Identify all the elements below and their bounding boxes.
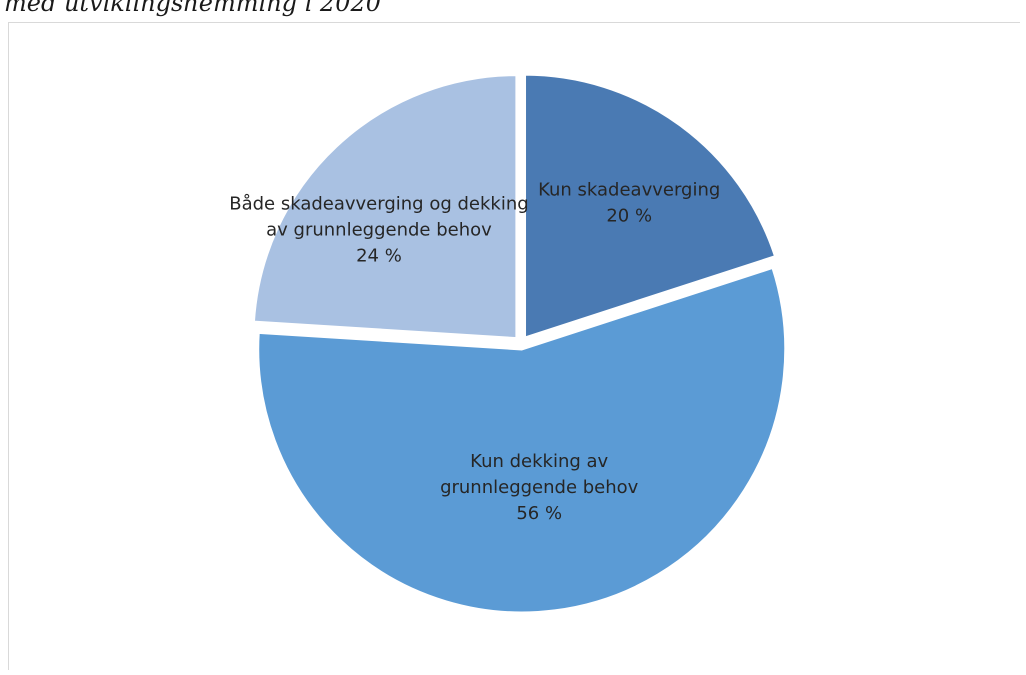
- pie-slice-kun-skadeavverging: [523, 72, 778, 341]
- pie-slices: [251, 72, 788, 615]
- pie-slice-kun-dekking-av-grunnleggende-behov: [256, 265, 788, 615]
- pie-labels: Kun skadeavverging 20 % Kun dekking av grun…: [229, 180, 720, 524]
- figure-caption: med utviklingshemming i 2020: [4, 0, 382, 17]
- pie-slice-bade-skadeavverging-og-dekking: [251, 73, 519, 341]
- data-label-kun-dekking-av-grunnleggende-behov: Kun dekking av grunnleggende behov 56 %: [440, 451, 639, 524]
- data-label-kun-skadeavverging: Kun skadeavverging 20 %: [538, 180, 720, 227]
- chart-area: [8, 22, 1020, 670]
- data-label-bade-skadeavverging-og-dekking: Både skadeavverging og dekking av grunnle…: [229, 194, 528, 267]
